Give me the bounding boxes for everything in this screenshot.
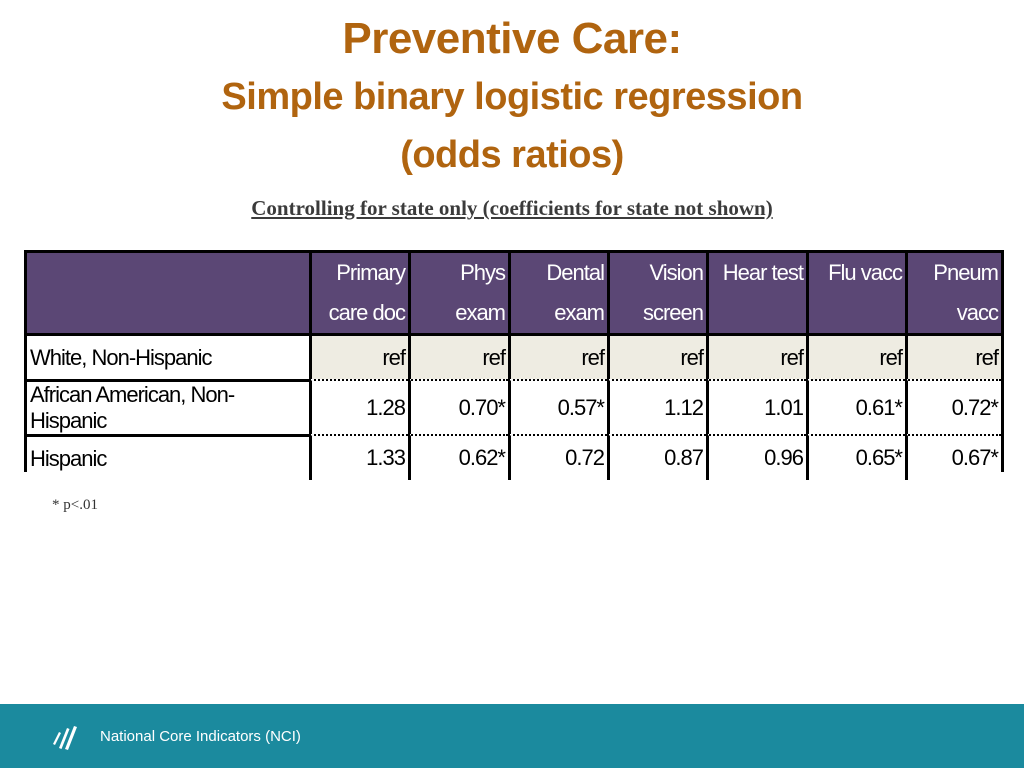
header-empty-cell [27,253,309,333]
header-line: screen [642,300,704,325]
row-label: White, Non-Hispanic [27,333,309,379]
table-cell: ref [806,333,905,379]
table-cell: ref [508,333,607,379]
header-dental-exam: Dental exam [508,253,607,333]
footnote: * p<.01 [52,497,98,513]
table-cell: ref [905,333,1001,379]
table-cell: 0.96 [706,434,806,480]
title-line-2: Simple binary logistic regression [221,76,803,118]
table-cell: 1.33 [309,434,408,480]
table-cell: 0.61* [806,379,905,434]
table-cell: ref [408,333,508,379]
table-cell: 0.72* [905,379,1001,434]
table-row-white: White, Non-Hispanic ref ref ref ref ref … [27,333,1001,379]
title-line-3: (odds ratios) [400,134,624,176]
header-line: care doc [328,300,406,325]
table-row-african-american: African American, Non-Hispanic 1.28 0.70… [27,379,1001,434]
table-cell: 1.28 [309,379,408,434]
table-cell: 0.67* [905,434,1001,480]
table-header-row: Primary care doc Phys exam Dental exam Visi… [27,253,1001,333]
header-line: Phys [460,260,506,285]
footer-org-name: National Core Indicators (NCI) [100,728,301,745]
header-line: Flu vacc [828,260,903,285]
nci-logo-icon [53,726,77,750]
header-vision-screen: Vision screen [607,253,706,333]
slide-subtitle: Controlling for state only (coefficients… [251,196,773,220]
row-label: Hispanic [27,434,309,480]
header-line: Vision [649,260,704,285]
table-cell: ref [607,333,706,379]
table-cell: 0.87 [607,434,706,480]
odds-ratio-table-frame: Primary care doc Phys exam Dental exam Visi… [24,250,1004,480]
table-cell: ref [706,333,806,379]
header-line: Primary [336,260,406,285]
header-line: exam [455,300,506,325]
header-line: Pneum [933,260,999,285]
slide-title: Preventive Care: Simple binary logistic … [0,10,1024,184]
table-cell: 0.62* [408,434,508,480]
footer-bar: National Core Indicators (NCI) [0,704,1024,768]
header-pneum-vacc: Pneum vacc [905,253,1001,333]
table-cell: 1.01 [706,379,806,434]
header-primary-care-doc: Primary care doc [309,253,408,333]
header-line: Dental [546,260,605,285]
table-cell: 0.65* [806,434,905,480]
header-flu-vacc: Flu vacc [806,253,905,333]
header-line: Hear test [722,260,804,285]
table-cell: ref [309,333,408,379]
header-phys-exam: Phys exam [408,253,508,333]
table-cell: 1.12 [607,379,706,434]
table-cell: 0.72 [508,434,607,480]
title-line-1: Preventive Care: [342,14,682,63]
header-line: exam [554,300,605,325]
table-cell: 0.70* [408,379,508,434]
header-line: vacc [956,300,999,325]
row-label: African American, Non-Hispanic [27,379,309,434]
table-row-hispanic: Hispanic 1.33 0.62* 0.72 0.87 0.96 0.65*… [27,434,1001,480]
header-hear-test: Hear test [706,253,806,333]
table-cell: 0.57* [508,379,607,434]
odds-ratio-table: Primary care doc Phys exam Dental exam Visi… [27,253,1001,480]
